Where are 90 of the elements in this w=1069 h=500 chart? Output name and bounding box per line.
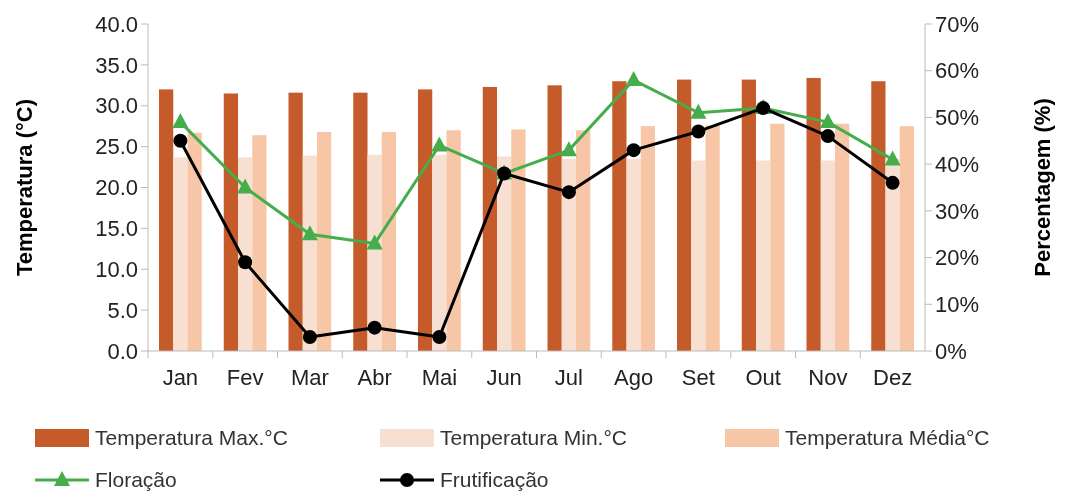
bar <box>770 123 785 351</box>
legend-label: Temperatura Min.°C <box>440 426 627 450</box>
x-tick-label: Jul <box>554 365 583 390</box>
x-tick-label: Mai <box>421 365 458 390</box>
bar <box>612 81 627 351</box>
point <box>367 320 382 335</box>
point <box>820 129 835 144</box>
x-tick-label: Set <box>681 365 715 390</box>
bar <box>288 92 303 351</box>
legend-label: Temperatura Média°C <box>785 426 990 450</box>
point <box>431 136 448 152</box>
point <box>173 133 188 148</box>
y-tick-label: 10.0 <box>95 256 138 282</box>
y2-tick-label: 20% <box>935 245 980 271</box>
bar <box>756 160 771 351</box>
x-tick-label: Dez <box>873 365 913 390</box>
legend-label: Floração <box>95 468 177 492</box>
bar <box>871 81 886 351</box>
bar <box>223 93 238 351</box>
y-tick-label: 20.0 <box>95 175 138 201</box>
x-tick-label: Ago <box>614 365 654 390</box>
y2-tick-label: 50% <box>935 105 980 131</box>
y-tick-label: 35.0 <box>95 52 138 78</box>
bar <box>432 154 447 351</box>
bar <box>626 158 641 351</box>
bar <box>187 132 202 351</box>
point <box>560 141 577 157</box>
point <box>885 175 900 190</box>
x-tick-label: Out <box>745 365 781 390</box>
y2-tick-label: 60% <box>935 58 980 84</box>
bar <box>835 123 850 351</box>
bar <box>640 126 655 351</box>
point <box>690 103 707 119</box>
bar <box>482 86 497 351</box>
point <box>884 150 901 166</box>
y2-axis-title: Percentagem (%) <box>1030 98 1055 277</box>
bar <box>173 157 188 351</box>
bar <box>159 89 174 351</box>
bar <box>446 130 461 351</box>
point <box>238 255 253 270</box>
point <box>301 225 318 241</box>
y-axis-title: Temperatura (°C) <box>12 98 37 277</box>
point <box>237 178 254 194</box>
bar <box>367 154 382 351</box>
point <box>626 143 641 158</box>
y-tick-label: 0.0 <box>107 338 138 364</box>
bar <box>741 79 756 351</box>
y2-tick-label: 70% <box>935 11 980 37</box>
bar <box>252 135 267 351</box>
bar <box>806 77 821 351</box>
y-tick-label: 5.0 <box>107 297 138 323</box>
bar <box>885 158 900 351</box>
x-tick-label: Abr <box>357 365 392 390</box>
bar <box>705 125 720 351</box>
y-tick-label: 30.0 <box>95 93 138 119</box>
y2-tick-label: 30% <box>935 198 980 224</box>
bar <box>511 129 526 351</box>
point <box>302 329 317 344</box>
y-tick-label: 40.0 <box>95 11 138 37</box>
x-tick-label: Jun <box>486 365 522 390</box>
y-tick-label: 25.0 <box>95 134 138 160</box>
legend-label: Temperatura Max.°C <box>95 426 288 450</box>
bar <box>381 131 396 351</box>
point <box>819 113 836 129</box>
point <box>691 124 706 139</box>
bar <box>497 156 512 351</box>
bar <box>418 89 433 351</box>
y2-tick-label: 0% <box>935 338 967 364</box>
bar <box>677 79 692 351</box>
bar <box>561 158 576 351</box>
y-tick-label: 15.0 <box>95 216 138 242</box>
bar <box>317 131 332 351</box>
legend-label: Frutificação <box>440 468 549 492</box>
bar <box>547 85 562 351</box>
point <box>625 71 642 87</box>
point <box>432 329 447 344</box>
bar <box>820 160 835 351</box>
y2-tick-label: 10% <box>935 291 980 317</box>
bar <box>899 126 914 351</box>
point <box>366 234 383 250</box>
bar <box>576 130 591 351</box>
y2-tick-label: 40% <box>935 151 980 177</box>
point <box>561 185 576 200</box>
bar <box>353 92 368 351</box>
x-tick-label: Nov <box>808 365 848 390</box>
bar <box>691 160 706 351</box>
x-tick-label: Fev <box>226 365 264 390</box>
point <box>172 113 189 129</box>
x-tick-label: Jan <box>162 365 199 390</box>
x-tick-label: Mar <box>290 365 329 390</box>
